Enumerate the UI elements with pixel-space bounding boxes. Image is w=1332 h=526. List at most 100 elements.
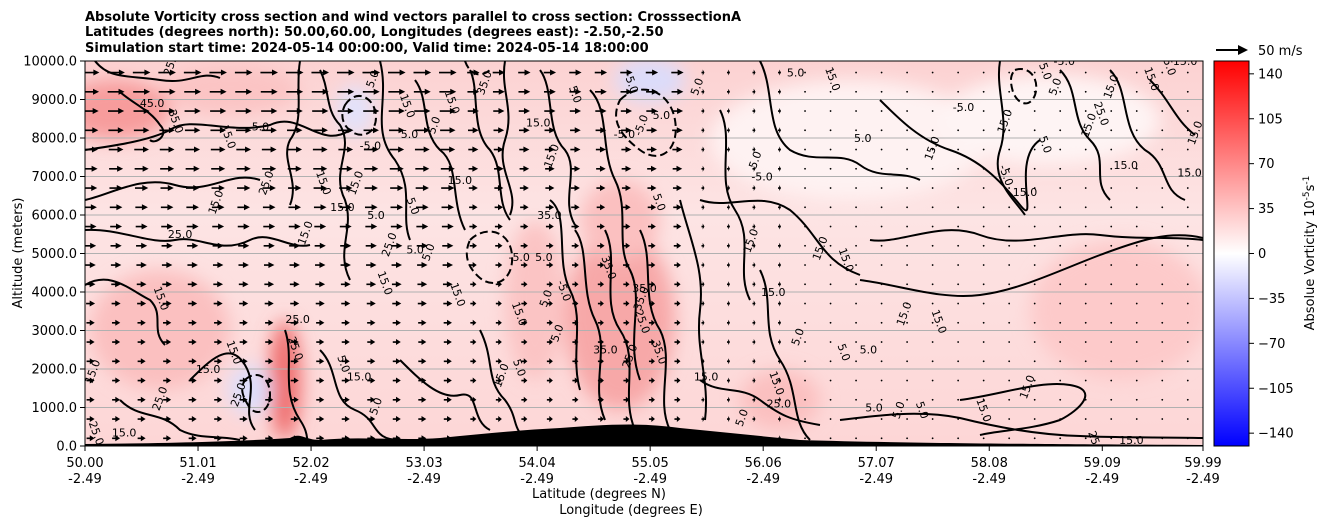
wind-vector [1008,90,1011,93]
contour-line [699,199,861,276]
wind-vector [1033,206,1036,209]
wind-vector [495,300,502,307]
wind-vector [86,435,95,442]
contour-label: -5.0 [614,128,635,141]
wind-vector [957,206,960,209]
wind-vector [392,377,401,384]
wind-vector [214,319,223,326]
wind-vector [108,127,124,134]
wind-vector [1084,129,1087,132]
wind-vector [1161,360,1164,363]
wind-vector [163,435,172,442]
wind-vector [1084,167,1087,170]
wind-vector [235,127,252,134]
wind-vector [418,339,427,346]
wind-vector [494,223,503,230]
wind-vector [570,185,580,192]
wind-vector [1186,225,1189,228]
wind-vector [931,302,934,305]
wind-vector [184,108,201,115]
wind-vector [701,242,705,249]
wind-vector [341,416,350,423]
wind-vector [1059,321,1062,324]
wind-vector [467,69,480,76]
wind-vector [906,283,909,286]
wind-vector [1135,302,1138,305]
wind-vector [1059,148,1062,151]
wind-vector [804,148,806,151]
wind-vector [545,185,555,192]
wind-vector [546,300,553,307]
wind-vector [804,437,806,440]
wind-vector [906,129,909,132]
wind-vector [414,127,431,134]
wind-vector [470,396,477,403]
wind-vector [86,339,95,346]
wind-vector [906,302,909,305]
wind-vector [290,377,299,384]
wind-vector [237,204,250,211]
negative-contour-line [1009,68,1038,105]
wind-vector [1008,187,1011,189]
wind-vector [572,416,579,423]
wind-vector [957,167,960,170]
x-tick-label-lat: 59.09 [1084,456,1121,471]
wind-vector [470,416,477,423]
wind-vector [982,360,985,363]
wind-vector [1084,187,1087,189]
y-tick-label: 1000.0 [32,401,78,416]
wind-vector [521,319,528,326]
wind-vector [1059,71,1062,74]
wind-vector [804,90,806,93]
wind-vector [701,377,705,384]
wind-vector [623,435,630,442]
colorbar-tick-label: 0 [1258,247,1266,262]
x-tick-label-lon: -2.49 [633,472,667,487]
wind-vector [804,302,806,305]
wind-vector [1135,264,1138,266]
wind-vector [521,358,528,365]
y-tick-label: 5000.0 [32,247,78,262]
wind-vector [1186,90,1189,93]
wind-vector [906,398,909,401]
wind-vector [906,244,909,247]
wind-vector [442,242,454,249]
wind-vector [521,396,528,403]
wind-vector [287,127,303,134]
wind-vector [494,165,504,172]
wind-vector [855,148,857,151]
wind-vector [161,262,173,269]
wind-vector [1135,379,1138,382]
contour-label: 15.0 [330,201,355,214]
wind-vector [1186,187,1189,189]
contour-line [319,349,401,441]
wind-vector [468,165,479,172]
wind-vector [468,127,479,134]
wind-vector [163,339,172,346]
contour-line [501,61,514,216]
contour-line [549,199,581,391]
wind-vector [214,377,223,384]
wind-vector [778,146,782,153]
wind-vector [107,69,125,76]
wind-vector [234,69,253,76]
wind-vector [726,339,730,346]
negative-contour-line [465,230,514,284]
wind-vector [290,435,299,442]
wind-vector [931,341,934,343]
wind-vector [804,110,806,112]
wind-vector [1008,283,1011,286]
contour-line [639,229,671,431]
colorbar-label-unit: s [1303,184,1318,191]
wind-vector [906,379,909,382]
wind-vector [855,437,857,440]
wind-vector [341,339,350,346]
wind-vector [778,165,782,172]
contour-line [1149,79,1196,136]
wind-vector [1033,264,1036,266]
wind-vector [470,377,477,384]
wind-vector [829,264,832,266]
wind-vector [418,358,427,365]
wind-vector [186,204,199,211]
wind-vector [341,396,350,403]
